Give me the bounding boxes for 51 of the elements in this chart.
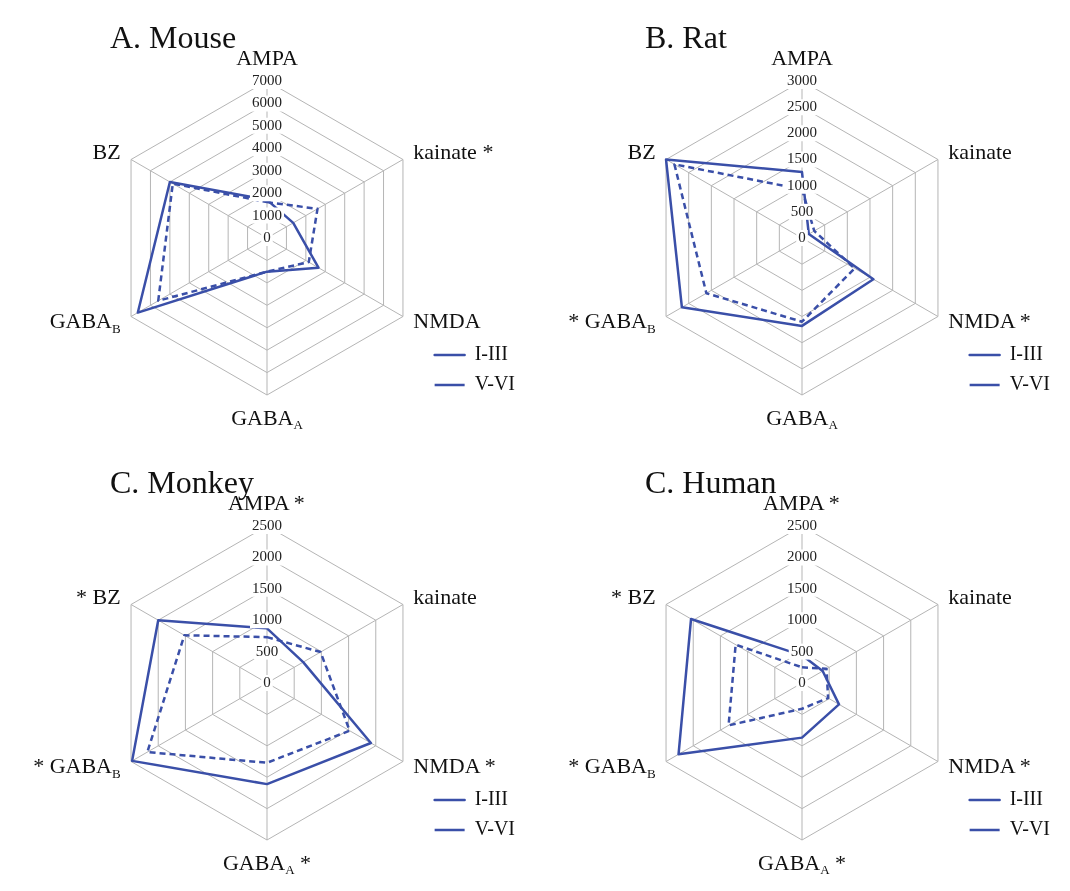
legend-label: V-VI <box>474 817 515 840</box>
spoke-label: kainate * <box>413 139 494 165</box>
spoke-label: * BZ <box>611 584 656 610</box>
y-tick-label: 1000 <box>787 611 817 628</box>
legend-label: I-III <box>474 787 508 810</box>
y-tick-label: 1500 <box>787 150 817 167</box>
legend-label: I-III <box>1009 342 1043 365</box>
legend-label: V-VI <box>474 372 515 395</box>
legend-label: V-VI <box>1009 817 1050 840</box>
y-tick-label: 4000 <box>252 139 282 156</box>
y-tick-label: 0 <box>798 673 806 690</box>
y-tick-label: 1000 <box>252 611 282 628</box>
y-tick-label: 2000 <box>787 548 817 565</box>
y-tick-label: 1500 <box>787 579 817 596</box>
spoke-label: * BZ <box>76 584 121 610</box>
y-tick-label: 2000 <box>787 124 817 141</box>
chart-title: A. Mouse <box>110 18 237 55</box>
y-tick-label: 5000 <box>252 116 282 133</box>
y-tick-label: 3000 <box>787 71 817 88</box>
y-tick-label: 500 <box>790 202 814 219</box>
y-tick-label: 0 <box>263 228 271 245</box>
legend-label: V-VI <box>1009 372 1050 395</box>
y-tick-label: 2000 <box>252 548 282 565</box>
y-tick-label: 2500 <box>787 98 817 115</box>
y-tick-label: 1000 <box>787 176 817 193</box>
spoke-label: kainate <box>948 139 1012 165</box>
spoke-label: NMDA * <box>948 753 1031 779</box>
spoke-label: NMDA <box>413 308 481 334</box>
y-tick-label: 500 <box>790 642 814 659</box>
spoke-label: AMPA <box>771 44 833 70</box>
y-tick-label: 0 <box>263 673 271 690</box>
spoke-label: kainate <box>948 584 1012 610</box>
y-tick-label: 7000 <box>252 71 282 88</box>
y-tick-label: 1500 <box>252 579 282 596</box>
spoke-label: kainate <box>413 584 477 610</box>
y-tick-label: 2500 <box>787 516 817 533</box>
spoke-label: BZ <box>627 139 656 165</box>
spoke-label: AMPA <box>236 44 298 70</box>
legend-label: I-III <box>474 342 508 365</box>
y-tick-label: 1000 <box>252 206 282 223</box>
y-tick-label: 500 <box>255 642 279 659</box>
chart-title: B. Rat <box>645 18 727 55</box>
legend-label: I-III <box>1009 787 1043 810</box>
spoke-label: NMDA * <box>948 308 1031 334</box>
y-tick-label: 2500 <box>252 516 282 533</box>
y-tick-label: 2000 <box>252 184 282 201</box>
y-tick-label: 3000 <box>252 161 282 178</box>
spoke-label: BZ <box>92 139 121 165</box>
y-tick-label: 0 <box>798 228 806 245</box>
y-tick-label: 6000 <box>252 94 282 111</box>
spoke-label: NMDA * <box>413 753 496 779</box>
